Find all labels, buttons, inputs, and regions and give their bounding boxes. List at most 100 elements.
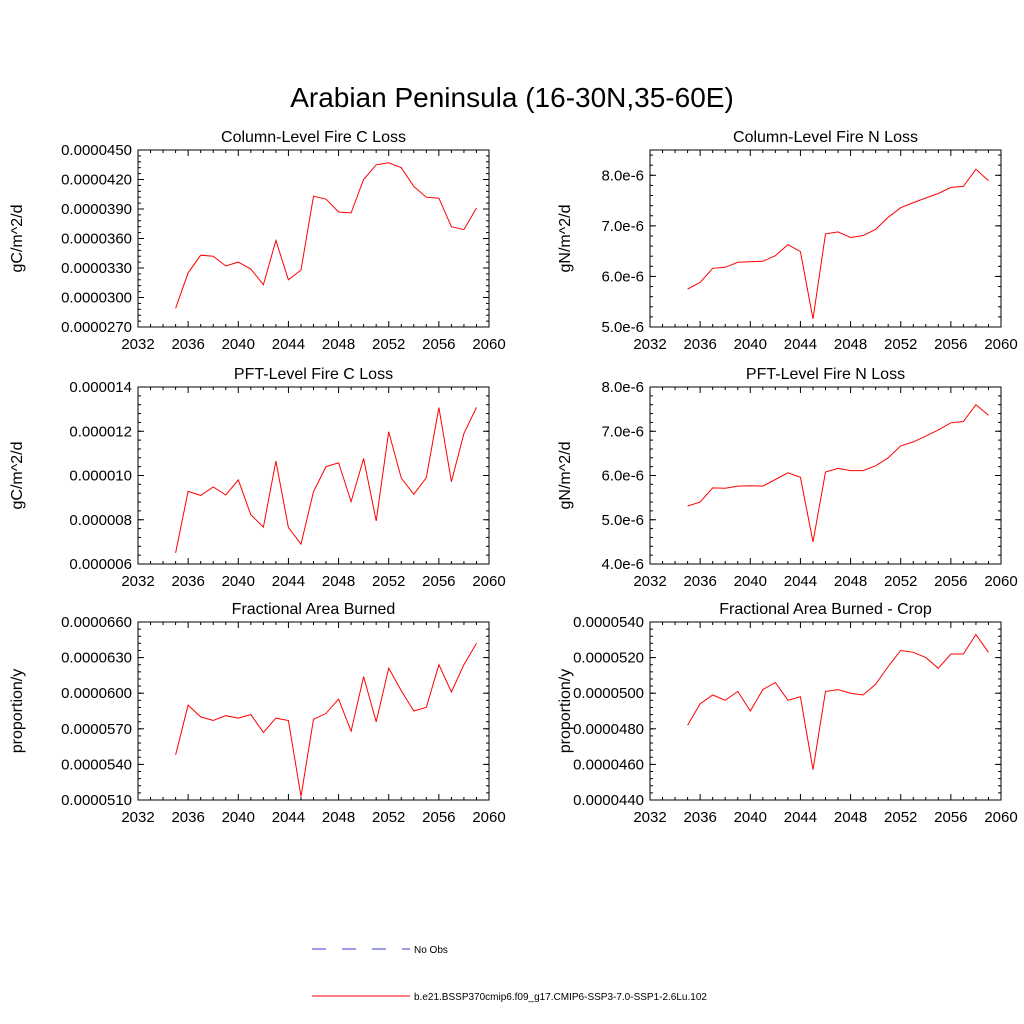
x-tick-label: 2052 — [884, 336, 917, 353]
x-tick-label: 2056 — [422, 809, 455, 826]
x-tick-label: 2040 — [222, 573, 255, 590]
x-tick-label: 2032 — [633, 573, 666, 590]
panel-3: PFT-Level Fire C Loss gC/m^2/d 2032 2036 204… — [9, 366, 506, 590]
x-tick-label: 2052 — [884, 573, 917, 590]
y-axis-label: gC/m^2/d — [9, 442, 26, 510]
x-tick-label: 2032 — [121, 573, 154, 590]
x-tick-label: 2044 — [272, 336, 305, 353]
x-tick-label: 2036 — [683, 336, 716, 353]
x-tick-label: 2044 — [272, 809, 305, 826]
x-tick-label: 2044 — [784, 336, 817, 353]
series-line — [175, 407, 477, 553]
y-tick-label: 0.000014 — [69, 379, 132, 396]
x-tick-label: 2056 — [934, 336, 967, 353]
x-tick-label: 2048 — [834, 573, 867, 590]
x-tick-label: 2040 — [734, 573, 767, 590]
x-tick-label: 2060 — [984, 809, 1017, 826]
y-tick-label: 8.0e-6 — [601, 167, 644, 184]
panel-6: Fractional Area Burned - Crop proportion/… — [557, 601, 1018, 826]
y-tick-label: 4.0e-6 — [601, 556, 644, 573]
x-tick-label: 2032 — [633, 336, 666, 353]
panel-title: PFT-Level Fire N Loss — [746, 366, 905, 383]
x-tick-label: 2032 — [633, 809, 666, 826]
y-axis-label: proportion/y — [9, 669, 26, 754]
x-tick-label: 2060 — [472, 573, 505, 590]
y-tick-label: 0.0000570 — [61, 721, 132, 738]
y-tick-label: 0.0000510 — [61, 792, 132, 809]
y-tick-label: 0.0000600 — [61, 685, 132, 702]
y-axis-label: gN/m^2/d — [557, 442, 574, 510]
series-line — [687, 403, 989, 542]
y-tick-label: 0.0000360 — [61, 231, 132, 248]
x-tick-label: 2040 — [222, 809, 255, 826]
y-tick-label: 0.000010 — [69, 468, 132, 485]
x-tick-label: 2052 — [372, 809, 405, 826]
y-tick-label: 0.0000460 — [573, 756, 644, 773]
x-tick-label: 2052 — [372, 336, 405, 353]
x-tick-label: 2036 — [171, 336, 204, 353]
plot-frame — [137, 621, 490, 801]
y-tick-label: 0.0000480 — [573, 721, 644, 738]
panel-title: Fractional Area Burned - Crop — [719, 601, 932, 618]
y-axis-label: gC/m^2/d — [9, 205, 26, 273]
plot-frame — [649, 621, 1002, 801]
legend-label-no-obs: No Obs — [414, 945, 448, 956]
x-tick-label: 2056 — [934, 573, 967, 590]
x-tick-label: 2056 — [422, 336, 455, 353]
x-tick-label: 2040 — [734, 809, 767, 826]
panels-group: Column-Level Fire C Loss gC/m^2/d 2032 2036… — [9, 129, 1018, 826]
panel-2: Column-Level Fire N Loss gN/m^2/d 2032 2036… — [557, 129, 1018, 353]
y-tick-label: 0.0000450 — [61, 142, 132, 159]
y-tick-label: 0.0000270 — [61, 319, 132, 336]
x-tick-label: 2036 — [171, 573, 204, 590]
panel-title: Column-Level Fire C Loss — [221, 129, 406, 146]
x-tick-label: 2036 — [683, 573, 716, 590]
y-axis-label: proportion/y — [557, 669, 574, 754]
x-tick-label: 2056 — [422, 573, 455, 590]
series-line — [687, 168, 989, 319]
plot-frame — [137, 386, 490, 565]
x-tick-label: 2048 — [834, 809, 867, 826]
figure-title: Arabian Peninsula (16-30N,35-60E) — [290, 82, 734, 113]
panel-title: PFT-Level Fire C Loss — [234, 366, 393, 383]
x-tick-label: 2060 — [472, 809, 505, 826]
series-line — [175, 643, 477, 797]
x-tick-label: 2060 — [472, 336, 505, 353]
legend-label-model-run: b.e21.BSSP370cmip6.f09_g17.CMIP6-SSP3-7.… — [414, 992, 707, 1003]
legend: No Obs b.e21.BSSP370cmip6.f09_g17.CMIP6-… — [312, 945, 707, 1003]
y-axis-label: gN/m^2/d — [557, 205, 574, 273]
panel-title: Fractional Area Burned — [232, 601, 396, 618]
x-tick-label: 2032 — [121, 809, 154, 826]
x-tick-label: 2052 — [884, 809, 917, 826]
x-tick-label: 2032 — [121, 336, 154, 353]
y-tick-label: 8.0e-6 — [601, 379, 644, 396]
x-tick-label: 2048 — [322, 809, 355, 826]
panel-5: Fractional Area Burned proportion/y 2032 20… — [9, 601, 506, 826]
y-tick-label: 7.0e-6 — [601, 218, 644, 235]
x-tick-label: 2040 — [734, 336, 767, 353]
x-tick-label: 2036 — [683, 809, 716, 826]
y-tick-label: 6.0e-6 — [601, 468, 644, 485]
y-tick-label: 0.0000520 — [573, 650, 644, 667]
x-tick-label: 2044 — [784, 809, 817, 826]
x-tick-label: 2040 — [222, 336, 255, 353]
y-tick-label: 7.0e-6 — [601, 423, 644, 440]
x-tick-label: 2044 — [784, 573, 817, 590]
panel-title: Column-Level Fire N Loss — [733, 129, 918, 146]
x-tick-label: 2048 — [322, 573, 355, 590]
plot-frame — [137, 149, 490, 328]
x-tick-label: 2044 — [272, 573, 305, 590]
y-tick-label: 5.0e-6 — [601, 512, 644, 529]
x-tick-label: 2060 — [984, 573, 1017, 590]
x-tick-label: 2052 — [372, 573, 405, 590]
y-tick-label: 0.0000630 — [61, 650, 132, 667]
x-tick-label: 2048 — [322, 336, 355, 353]
x-tick-label: 2060 — [984, 336, 1017, 353]
plot-frame — [649, 149, 1002, 328]
y-tick-label: 0.0000540 — [573, 614, 644, 631]
y-tick-label: 0.0000300 — [61, 290, 132, 307]
y-tick-label: 0.0000330 — [61, 260, 132, 277]
y-tick-label: 0.0000390 — [61, 201, 132, 218]
y-tick-label: 5.0e-6 — [601, 319, 644, 336]
